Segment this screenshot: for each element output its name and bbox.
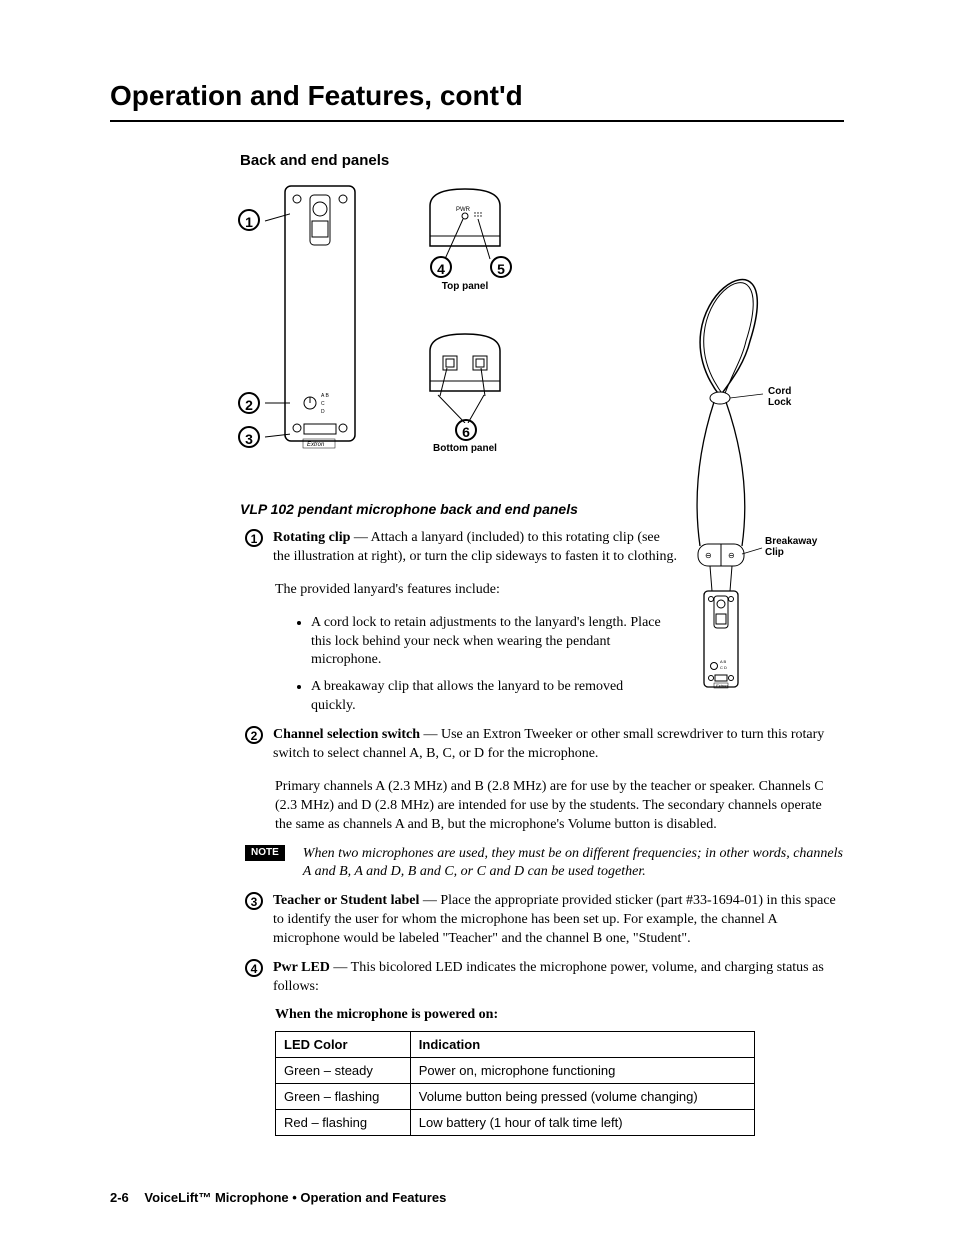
callout-4: 4	[430, 256, 452, 278]
led-table: LED Color Indication Green – steady Powe…	[275, 1031, 755, 1136]
item-2-lead: Channel selection switch	[273, 727, 420, 742]
table-heading: When the microphone is powered on:	[275, 1007, 844, 1023]
cell: Low battery (1 hour of talk time left)	[410, 1109, 754, 1135]
svg-text:Extron: Extron	[307, 442, 325, 448]
footer-title: VoiceLift™ Microphone • Operation and Fe…	[144, 1190, 446, 1205]
svg-text:⊖: ⊖	[728, 551, 735, 560]
page-number: 2-6	[110, 1190, 129, 1205]
cell: Green – flashing	[276, 1083, 411, 1109]
table-row: Green – steady Power on, microphone func…	[276, 1057, 755, 1083]
note-badge: NOTE	[245, 845, 285, 861]
col-1: Indication	[410, 1031, 754, 1057]
item-3-lead: Teacher or Student label	[273, 893, 419, 908]
cell: Volume button being pressed (volume chan…	[410, 1083, 754, 1109]
table-row: Red – flashing Low battery (1 hour of ta…	[276, 1109, 755, 1135]
col-0: LED Color	[276, 1031, 411, 1057]
item-1-bullet-0: A cord lock to retain adjustments to the…	[311, 614, 669, 671]
note-text: When two microphones are used, they must…	[303, 845, 844, 883]
svg-text:Extron: Extron	[716, 683, 728, 688]
title-rule	[110, 120, 844, 122]
section-heading: Back and end panels	[240, 152, 844, 169]
item-1-num: 1	[245, 529, 263, 547]
svg-text:A B: A B	[720, 659, 727, 664]
svg-text:C D: C D	[720, 665, 727, 670]
item-3: 3 Teacher or Student label — Place the a…	[110, 892, 844, 949]
item-1-bullets: A cord lock to retain adjustments to the…	[275, 614, 669, 716]
item-1-after: The provided lanyard's features include:	[275, 581, 669, 600]
item-4-lead: Pwr LED	[273, 960, 330, 975]
svg-text:⊖: ⊖	[705, 551, 712, 560]
item-4-num: 4	[245, 959, 263, 977]
table-row: Green – flashing Volume button being pre…	[276, 1083, 755, 1109]
svg-text:A B: A B	[321, 393, 329, 399]
cord-lock-label: Cord Lock	[768, 386, 791, 408]
cell: Green – steady	[276, 1057, 411, 1083]
item-2-after: Primary channels A (2.3 MHz) and B (2.8 …	[275, 778, 834, 835]
svg-text:D: D	[321, 409, 325, 415]
callout-5: 5	[490, 256, 512, 278]
figure-area: A B C D Extron 1 2 3 PWR	[240, 181, 844, 481]
top-panel-diagram: PWR	[405, 181, 525, 266]
note-row: NOTE When two microphones are used, they…	[245, 845, 844, 883]
item-4-text: — This bicolored LED indicates the micro…	[273, 960, 824, 994]
bottom-panel-leaders	[420, 393, 520, 423]
table-header-row: LED Color Indication	[276, 1031, 755, 1057]
top-panel-caption: Top panel	[405, 281, 525, 292]
svg-text:C: C	[321, 401, 325, 407]
cell: Red – flashing	[276, 1109, 411, 1135]
page-title: Operation and Features, cont'd	[110, 80, 844, 112]
cell: Power on, microphone functioning	[410, 1057, 754, 1083]
item-1-lead: Rotating clip	[273, 530, 350, 545]
callout-1: 1	[238, 209, 260, 231]
callout-3: 3	[238, 426, 260, 448]
item-2: 2 Channel selection switch — Use an Extr…	[110, 726, 844, 764]
item-4: 4 Pwr LED — This bicolored LED indicates…	[110, 959, 844, 997]
lanyard-diagram: ⊖ ⊖ A B C D Extron	[660, 246, 820, 691]
bottom-panel-caption: Bottom panel	[405, 443, 525, 454]
svg-text:PWR: PWR	[456, 207, 471, 213]
footer: 2-6 VoiceLift™ Microphone • Operation an…	[110, 1190, 446, 1205]
breakaway-clip-label: Breakaway Clip	[765, 536, 817, 558]
callout-2: 2	[238, 392, 260, 414]
item-2-num: 2	[245, 726, 263, 744]
item-3-num: 3	[245, 892, 263, 910]
item-1-bullet-1: A breakaway clip that allows the lanyard…	[311, 678, 669, 716]
